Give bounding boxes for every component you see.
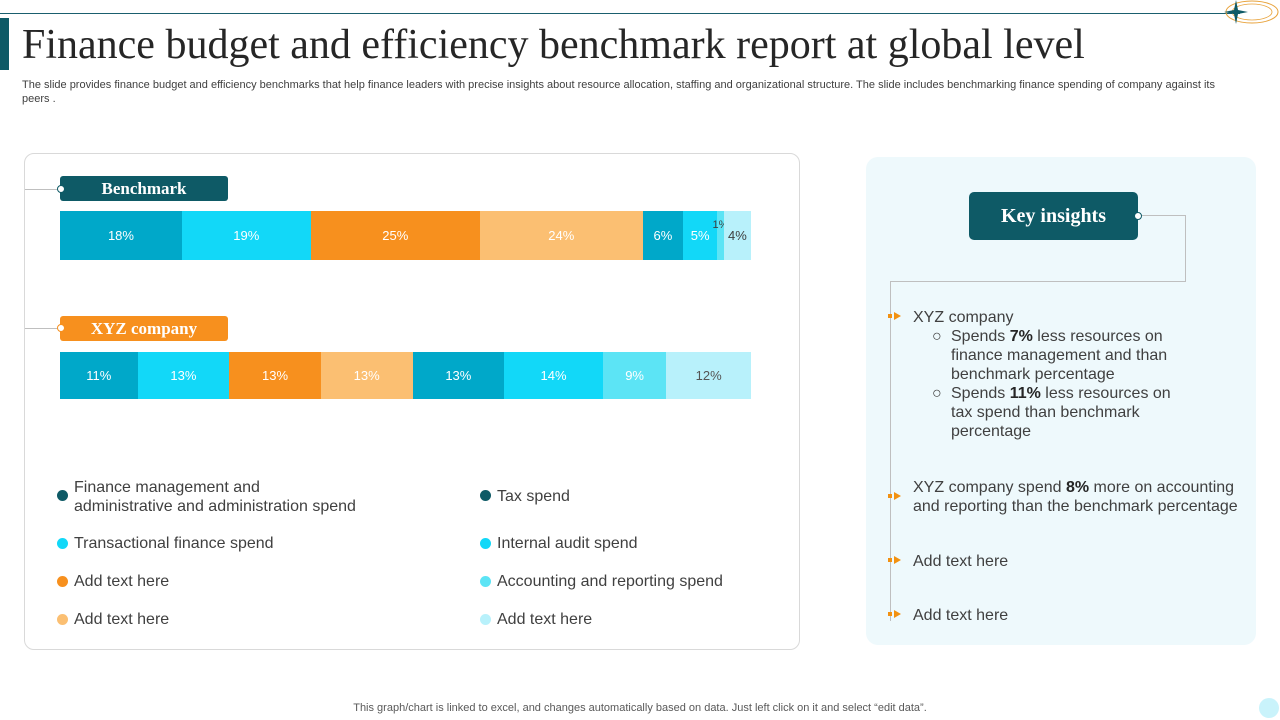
data-label: 5% [690, 228, 710, 243]
bar-segment: 9% [602, 352, 667, 399]
sub-bullet-icon: ○ [932, 385, 942, 402]
data-label: 13% [353, 368, 380, 383]
legend-label: Add text here [74, 573, 170, 590]
legend-marker [480, 490, 491, 501]
insights-connector [1138, 215, 1186, 216]
data-label: 13% [262, 368, 289, 383]
title-accent-bar [0, 18, 9, 70]
xyz-company-bar: 11% 13% 13% 13% 13% 14% 9% 12% [60, 352, 751, 399]
legend-label: Transactional finance spend [74, 535, 274, 552]
arrow-icon [894, 312, 901, 320]
insights-timeline [890, 281, 891, 621]
insight-item: XYZ company spend 8% more on accounting … [913, 479, 1238, 515]
page-subtitle: The slide provides finance budget and ef… [22, 79, 1215, 105]
bar-segment: 11% [60, 352, 138, 399]
bar-segment: 13% [229, 352, 321, 399]
insight-item: Add text here [913, 553, 1009, 570]
insight-item-title: XYZ company [913, 309, 1014, 326]
bullet-marker [888, 314, 892, 318]
bar-segment: 12% [666, 352, 751, 399]
bar-segment: 14% [504, 352, 603, 399]
benchmark-bar: 18% 19% 25% 24% 6% 5% 1% 4% [60, 211, 751, 260]
arrow-icon [894, 492, 901, 500]
benchmark-connector [25, 189, 60, 190]
page-title: Finance budget and efficiency benchmark … [22, 22, 1085, 68]
legend-label: Internal audit spend [497, 535, 638, 552]
insights-connector [890, 281, 1186, 282]
top-rule [0, 13, 1240, 14]
data-label: 25% [382, 228, 409, 243]
xyz-tag-dot [57, 324, 65, 332]
data-label: 4% [727, 228, 747, 243]
benchmark-tag: Benchmark [60, 176, 228, 201]
legend-marker [480, 538, 491, 549]
bar-segment: 18% [60, 211, 182, 260]
legend-marker [57, 490, 68, 501]
legend-marker [57, 538, 68, 549]
data-label: 6% [653, 228, 673, 243]
data-label: 14% [540, 368, 567, 383]
legend-label: Tax spend [497, 488, 570, 505]
compass-star-icon [1224, 0, 1279, 24]
data-label: 9% [625, 368, 644, 383]
corner-decoration [1259, 698, 1279, 718]
insight-subitem: Spends 11% less resources on tax spend t… [951, 385, 1171, 440]
data-label: 19% [233, 228, 260, 243]
data-label: 11% [86, 368, 112, 383]
legend-label: Finance management and administrative an… [74, 479, 356, 515]
data-label: 18% [107, 228, 134, 243]
bar-segment: 25% [310, 211, 480, 260]
insight-subitem: Spends 7% less resources on finance mana… [951, 328, 1168, 383]
legend-marker [57, 614, 68, 625]
legend-marker [480, 614, 491, 625]
xyz-connector [25, 328, 60, 329]
insight-item: Add text here [913, 607, 1009, 624]
legend-label: Add text here [497, 611, 593, 628]
bar-segment: 13% [412, 352, 505, 399]
key-insights-dot [1134, 212, 1142, 220]
bar-segment: 5% [683, 211, 718, 260]
bullet-marker [888, 494, 892, 498]
bullet-marker [888, 612, 892, 616]
bar-segment: 13% [137, 352, 230, 399]
arrow-icon [894, 556, 901, 564]
bar-segment: 19% [181, 211, 311, 260]
xyz-company-tag: XYZ company [60, 316, 228, 341]
sub-bullet-icon: ○ [932, 328, 942, 345]
data-label: 12% [695, 368, 722, 383]
bar-segment: 6% [642, 211, 684, 260]
legend-label: Add text here [74, 611, 170, 628]
key-insights-heading: Key insights [969, 192, 1138, 240]
benchmark-tag-dot [57, 185, 65, 193]
bar-segment: 4% [723, 211, 751, 260]
bar-segment: 1% [713, 211, 728, 260]
bullet-marker [888, 558, 892, 562]
footer-note: This graph/chart is linked to excel, and… [353, 702, 927, 714]
bar-segment: 24% [480, 211, 643, 260]
data-label: 24% [548, 228, 575, 243]
legend-marker [480, 576, 491, 587]
bar-segment: 13% [320, 352, 413, 399]
insights-connector [1185, 215, 1186, 281]
chart-panel [24, 153, 800, 650]
arrow-icon [894, 610, 901, 618]
legend-label: Accounting and reporting spend [497, 573, 723, 590]
data-label: 13% [445, 368, 472, 383]
data-label: 13% [170, 368, 197, 383]
legend-marker [57, 576, 68, 587]
